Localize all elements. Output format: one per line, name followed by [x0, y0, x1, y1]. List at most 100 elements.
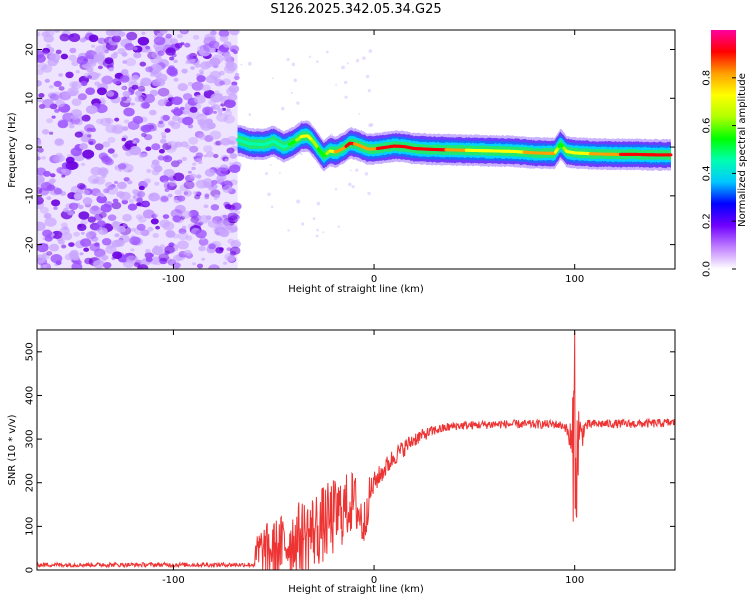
noise-blob [196, 75, 206, 83]
noise-speck [271, 77, 274, 80]
noise-blob [132, 195, 137, 199]
noise-blob [37, 147, 44, 153]
noise-speck [330, 133, 333, 136]
noise-blob [154, 181, 160, 186]
noise-blob [125, 57, 137, 67]
noise-blob [87, 134, 92, 138]
noise-blob [157, 99, 167, 107]
noise-blob [60, 168, 66, 173]
noise-blob [37, 54, 46, 63]
noise-blob [114, 233, 120, 238]
noise-blob [195, 179, 208, 189]
noise-blob [217, 219, 230, 230]
noise-blob [42, 47, 50, 54]
noise-blob [151, 143, 161, 151]
noise-blob [183, 249, 192, 256]
noise-blob [116, 181, 127, 190]
noise-blob [223, 64, 236, 74]
noise-blob [47, 92, 57, 99]
noise-blob [191, 81, 204, 91]
noise-blob [208, 40, 220, 49]
noise-blob [190, 216, 200, 224]
noise-blob [91, 44, 96, 48]
snr-frame [36, 329, 676, 571]
noise-blob [221, 78, 231, 86]
noise-blob [201, 84, 211, 92]
noise-blob [112, 78, 121, 85]
noise-blob [89, 230, 97, 237]
noise-blob [112, 153, 118, 158]
noise-blob [144, 252, 153, 259]
noise-blob [168, 65, 175, 71]
noise-blob [198, 238, 209, 246]
noise-blob [37, 175, 45, 184]
noise-blob [142, 209, 155, 219]
noise-blob [53, 206, 58, 210]
y-tick-label: -10 [25, 188, 36, 204]
noise-speck [366, 74, 370, 79]
noise-blob [136, 191, 146, 198]
noise-blob [84, 257, 93, 265]
y-tick-label: 100 [25, 517, 36, 536]
noise-blob [205, 60, 214, 68]
x-tick-label: 0 [371, 575, 377, 586]
noise-blob [43, 212, 52, 219]
noise-blob [222, 214, 227, 219]
noise-blob [49, 131, 54, 135]
noise-blob [101, 75, 114, 85]
noise-blob [77, 224, 82, 228]
noise-blob [61, 244, 67, 249]
noise-blob [97, 167, 109, 176]
noise-blob [132, 189, 139, 195]
noise-blob [50, 173, 56, 178]
noise-blob [174, 189, 183, 196]
noise-blob [94, 176, 106, 185]
noise-blob [162, 36, 174, 46]
noise-blob [226, 99, 237, 108]
noise-blob [82, 149, 95, 159]
noise-blob [202, 106, 214, 116]
noise-blob [234, 72, 240, 77]
noise-blob [57, 120, 69, 129]
noise-blob [229, 164, 241, 173]
noise-blob [157, 50, 165, 56]
noise-blob [44, 217, 57, 227]
noise-speck [367, 191, 371, 196]
noise-blob [172, 215, 182, 223]
noise-blob [219, 35, 229, 42]
noise-blob [122, 143, 132, 151]
noise-blob [199, 72, 204, 75]
noise-blob [195, 152, 204, 159]
noise-blob [173, 59, 178, 63]
colorbar-tick-label: 0.4 [702, 165, 713, 181]
noise-blob [215, 140, 222, 146]
noise-blob [37, 182, 41, 188]
noise-speck [316, 201, 321, 206]
noise-speck [301, 222, 305, 226]
noise-blob [226, 108, 231, 112]
y-tick-label: -20 [25, 236, 36, 252]
noise-blob [68, 202, 79, 210]
noise-blob [131, 74, 140, 81]
noise-blob [50, 178, 56, 183]
noise-blob [172, 233, 180, 239]
noise-blob [138, 185, 145, 191]
y-tick-label: 20 [25, 43, 36, 56]
noise-blob [111, 239, 122, 248]
colorbar-tick-label: 0.6 [702, 118, 713, 134]
noise-blob [141, 89, 146, 92]
noise-blob [152, 213, 159, 218]
noise-blob [111, 221, 120, 228]
noise-blob [141, 132, 147, 138]
noise-blob [231, 48, 236, 53]
noise-blob [103, 262, 112, 269]
noise-blob [209, 47, 216, 53]
noise-blob [85, 105, 98, 115]
noise-speck [293, 78, 298, 83]
noise-blob [68, 124, 75, 129]
noise-blob [164, 245, 175, 254]
noise-blob [126, 31, 138, 41]
noise-blob [78, 204, 84, 210]
